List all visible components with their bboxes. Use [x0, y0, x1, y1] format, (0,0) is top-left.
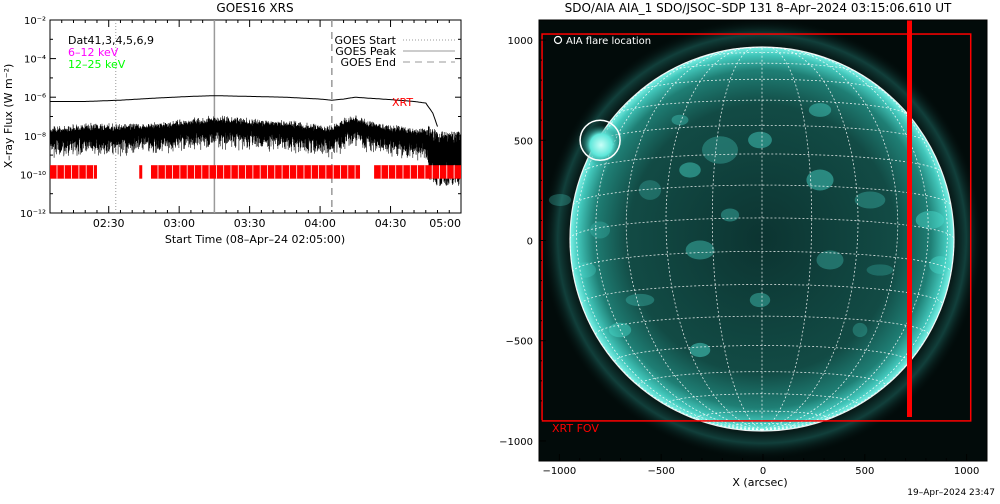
x-tick-label: 03:00 — [163, 217, 195, 230]
active-region — [671, 114, 689, 126]
active-region — [915, 210, 945, 230]
y-tick-label: 10⁻¹² — [20, 209, 46, 220]
x-tick-label: 05:00 — [429, 217, 461, 230]
series-6-12kev — [50, 95, 438, 127]
footer-timestamp: 19–Apr–2024 23:47 — [907, 488, 995, 498]
active-region — [573, 262, 597, 278]
active-region — [808, 103, 832, 117]
active-region — [816, 250, 844, 270]
goes-y-axis-label: X–ray Flux (W m⁻²) — [2, 64, 15, 169]
latitude-line — [699, 52, 825, 58]
x-tick-label: 04:00 — [304, 217, 336, 230]
high-energy-legend: 12–25 keV — [68, 58, 126, 71]
goes-detector-label: Dat41,3,4,5,6,9 — [68, 34, 154, 47]
aia-y-tick-label: −500 — [506, 337, 533, 348]
aia-image-title: SDO/AIA AIA_1 SDO/JSOC–SDP 131 8–Apr–202… — [565, 1, 952, 15]
x-tick-label: 02:30 — [93, 217, 125, 230]
aia-y-tick-label: 1000 — [508, 36, 533, 47]
aia-x-axis-label: X (arcsec) — [732, 476, 787, 489]
active-region — [685, 240, 715, 260]
longitude-line — [761, 47, 859, 431]
latitude-line — [615, 99, 909, 115]
flare-brightening — [581, 125, 621, 165]
goes-xrs-panel: GOES16 XRS 10⁻¹² 10⁻¹⁰ 10⁻⁸ 10⁻⁶ 10⁻⁴ 10⁻² 02:… — [2, 1, 462, 246]
latitude-line — [596, 124, 928, 143]
active-region — [689, 342, 711, 358]
marker-legend-label: AIA flare location — [566, 36, 651, 47]
goes-chart-title: GOES16 XRS — [216, 1, 293, 15]
aia-y-tick-label: 0 — [527, 237, 533, 248]
active-region — [589, 221, 611, 239]
longitude-line — [665, 47, 763, 431]
y-tick-label: 10⁻² — [24, 16, 46, 27]
longitude-line — [711, 46, 763, 431]
active-region — [749, 292, 771, 308]
y-tick-label: 10⁻⁴ — [24, 55, 46, 66]
aia-x-tick-label: −1000 — [542, 466, 576, 477]
solar-limb — [569, 46, 955, 432]
xrt-coverage-segment — [150, 165, 361, 179]
legend-goes-end: GOES End — [340, 56, 396, 69]
longitude-line — [761, 62, 948, 431]
goes-legend-right: GOES Start GOES Peak GOES End — [335, 34, 455, 69]
marker-legend-icon — [553, 35, 563, 45]
x-tick-label: 03:30 — [234, 217, 266, 230]
latitude-line — [569, 217, 955, 240]
legend-goes-peak: GOES Peak — [335, 45, 396, 58]
xrt-fov-edge — [907, 20, 912, 417]
xrt-fov-box — [541, 33, 972, 422]
solar-disk — [570, 47, 954, 431]
aia-y-tick-label: −1000 — [499, 437, 533, 448]
latitude-line — [581, 284, 943, 305]
active-region — [806, 169, 834, 191]
y-tick-label: 10⁻¹⁰ — [20, 170, 46, 181]
xrt-label: XRT — [392, 96, 413, 109]
aia-image — [539, 20, 987, 461]
aia-x-tick-label: 1000 — [954, 466, 979, 477]
low-energy-legend: 6–12 keV — [68, 46, 119, 59]
active-region — [679, 162, 701, 178]
active-region — [852, 322, 868, 338]
y-tick-label: 10⁻⁶ — [24, 93, 46, 104]
active-region — [720, 208, 740, 222]
active-region — [854, 191, 886, 209]
active-region — [548, 194, 572, 206]
aia-x-tick-label: 0 — [760, 466, 766, 477]
active-region — [638, 180, 662, 200]
active-region — [748, 131, 772, 149]
active-region — [702, 136, 738, 164]
longitude-line — [595, 51, 763, 431]
aia-x-tick-label: −500 — [647, 466, 674, 477]
aia-axis-ticks: −1000 −500 0 500 1000 −1000 −500 0 500 1000 — [499, 19, 988, 477]
legend-goes-start: GOES Start — [335, 34, 397, 47]
goes-data-layer — [50, 20, 461, 213]
xrt-fov-label: XRT FOV — [552, 422, 599, 435]
longitude-line — [761, 47, 899, 431]
latitude-line — [572, 184, 952, 206]
longitude-line — [761, 51, 929, 431]
goes-plot-frame — [49, 19, 462, 214]
active-region — [929, 256, 951, 274]
x-tick-label: 04:30 — [375, 217, 407, 230]
series-12-25kev — [50, 115, 461, 186]
aia-y-tick-label: 500 — [514, 136, 533, 147]
xrt-coverage-segment — [139, 165, 143, 179]
goes-x-axis-label: Start Time (08–Apr–24 02:05:00) — [165, 233, 345, 246]
longitude-line — [576, 62, 763, 431]
flare-location-circle — [579, 119, 621, 162]
active-regions — [548, 103, 951, 358]
aia-x-tick-label: 500 — [855, 466, 874, 477]
latitude-line — [695, 410, 829, 419]
aia-image-panel: SDO/AIA AIA_1 SDO/JSOC–SDP 131 8–Apr–202… — [499, 1, 995, 498]
active-region — [625, 293, 655, 307]
active-region — [866, 264, 894, 276]
y-tick-label: 10⁻⁸ — [24, 132, 46, 143]
longitude-line — [761, 46, 813, 431]
xrt-coverage-segment — [50, 165, 97, 179]
goes-axis-ticks: 10⁻¹² 10⁻¹⁰ 10⁻⁸ 10⁻⁶ 10⁻⁴ 10⁻² 02:30 03:00 03:3… — [20, 16, 462, 230]
longitude-line — [625, 47, 763, 431]
